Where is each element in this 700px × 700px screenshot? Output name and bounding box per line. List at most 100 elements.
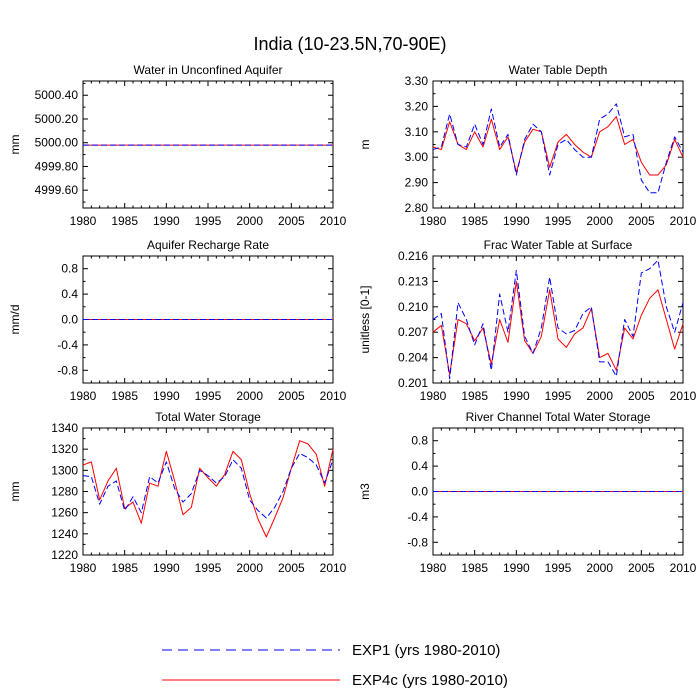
x-tick-label: 2000 [586, 561, 613, 575]
y-tick-label: 1280 [51, 485, 78, 499]
y-tick-label: 0.210 [398, 300, 428, 314]
x-tick-label: 1995 [545, 214, 572, 228]
y-axis-label: mm [8, 482, 22, 502]
y-tick-label: 0.204 [398, 351, 428, 365]
y-tick-label: 0.201 [398, 376, 428, 390]
y-tick-label: 4999.80 [35, 159, 79, 173]
x-tick-label: 2010 [670, 389, 697, 403]
y-tick-label: 3.30 [405, 74, 429, 88]
series-line-exp1 [432, 259, 684, 380]
y-tick-label: 0.4 [61, 287, 78, 301]
y-tick-label: 1220 [51, 548, 78, 562]
x-tick-label: 1985 [461, 561, 488, 575]
x-tick-label: 1985 [111, 561, 138, 575]
y-tick-label: 0.0 [411, 485, 428, 499]
legend-label-exp4c: EXP4c (yrs 1980-2010) [352, 672, 508, 689]
y-tick-label: 0.216 [398, 249, 428, 263]
x-tick-label: 1980 [70, 389, 97, 403]
plot-frame [82, 80, 334, 209]
x-tick-label: 1980 [420, 389, 447, 403]
y-axis-label: m3 [358, 483, 372, 500]
panel-title: Aquifer Recharge Rate [147, 238, 269, 252]
legend-label-exp1: EXP1 (yrs 1980-2010) [352, 642, 500, 659]
y-tick-label: 1340 [51, 421, 78, 435]
x-tick-label: 1990 [153, 561, 180, 575]
y-tick-label: 1260 [51, 506, 78, 520]
x-tick-label: 1985 [461, 214, 488, 228]
x-tick-label: 1990 [503, 214, 530, 228]
y-tick-label: 1320 [51, 442, 78, 456]
y-tick-label: 5000.00 [35, 136, 79, 150]
x-tick-label: 1980 [70, 561, 97, 575]
x-tick-label: 1985 [111, 389, 138, 403]
x-tick-label: 1990 [153, 214, 180, 228]
y-tick-label: 3.00 [405, 150, 429, 164]
x-tick-label: 1980 [420, 561, 447, 575]
x-tick-label: 1980 [420, 214, 447, 228]
x-tick-label: 1985 [461, 389, 488, 403]
y-tick-label: 1240 [51, 527, 78, 541]
series-line-exp4c [82, 440, 334, 538]
x-tick-label: 1995 [545, 389, 572, 403]
panels: Water in Unconfined Aquifer mm 1980 1985 199… [8, 63, 697, 575]
figure-title: India (10-23.5N,70-90E) [253, 34, 446, 54]
plot-frame [432, 255, 684, 384]
y-tick-label: 4999.60 [35, 183, 79, 197]
x-tick-label: 1985 [111, 214, 138, 228]
x-tick-label: 2005 [628, 561, 655, 575]
y-tick-label: 2.90 [405, 176, 429, 190]
y-tick-label: -0.4 [57, 338, 78, 352]
panel-2: Aquifer Recharge Rate mm/d 1980 1985 1990 199… [8, 238, 347, 403]
y-tick-label: 2.80 [405, 201, 429, 215]
panel-title: Water Table Depth [509, 63, 608, 77]
y-tick-label: 1300 [51, 463, 78, 477]
y-tick-label: 3.10 [405, 125, 429, 139]
y-tick-label: 0.213 [398, 274, 428, 288]
x-tick-label: 1990 [153, 389, 180, 403]
x-tick-label: 1995 [195, 561, 222, 575]
x-tick-label: 2000 [236, 561, 263, 575]
x-tick-label: 1995 [545, 561, 572, 575]
panel-3: Frac Water Table at Surface unitless [0-1… [358, 238, 697, 403]
x-tick-label: 2005 [628, 389, 655, 403]
y-tick-label: 5000.40 [35, 88, 79, 102]
x-tick-label: 2010 [670, 561, 697, 575]
y-tick-label: -0.4 [407, 510, 428, 524]
y-axis-label: m [358, 140, 372, 150]
panel-0: Water in Unconfined Aquifer mm 1980 1985 199… [8, 63, 347, 228]
panel-4: Total Water Storage mm 1980 1985 1990 1995 200… [8, 410, 347, 575]
y-axis-label: unitless [0-1] [358, 285, 372, 353]
plot-frame [82, 427, 334, 556]
x-tick-label: 2010 [320, 561, 347, 575]
x-tick-label: 2000 [586, 389, 613, 403]
panel-title: Frac Water Table at Surface [484, 238, 633, 252]
x-tick-label: 2005 [278, 561, 305, 575]
y-tick-label: 0.207 [398, 325, 428, 339]
y-tick-label: 5000.20 [35, 112, 79, 126]
series-line-exp4c [432, 280, 684, 376]
panel-5: River Channel Total Water Storage m3 1980 1… [358, 410, 697, 575]
x-tick-label: 2005 [278, 214, 305, 228]
y-tick-label: -0.8 [57, 363, 78, 377]
x-tick-label: 1995 [195, 214, 222, 228]
panel-title: Water in Unconfined Aquifer [134, 63, 283, 77]
plot-frame [432, 80, 684, 209]
y-axis-label: mm/d [8, 305, 22, 335]
y-tick-label: 0.4 [411, 459, 428, 473]
panel-1: Water Table Depth m 1980 1985 1990 1995 2000 20… [358, 63, 697, 228]
y-tick-label: 3.20 [405, 99, 429, 113]
y-axis-label: mm [8, 135, 22, 155]
x-tick-label: 1990 [503, 561, 530, 575]
x-tick-label: 1990 [503, 389, 530, 403]
x-tick-label: 2010 [320, 389, 347, 403]
y-tick-label: 0.8 [411, 434, 428, 448]
series-line-exp1 [82, 452, 334, 519]
x-tick-label: 2005 [278, 389, 305, 403]
x-tick-label: 2005 [628, 214, 655, 228]
y-tick-label: -0.8 [407, 535, 428, 549]
x-tick-label: 2000 [236, 214, 263, 228]
x-tick-label: 1995 [195, 389, 222, 403]
x-tick-label: 2010 [670, 214, 697, 228]
y-tick-label: 0.8 [61, 262, 78, 276]
x-tick-label: 2000 [586, 214, 613, 228]
